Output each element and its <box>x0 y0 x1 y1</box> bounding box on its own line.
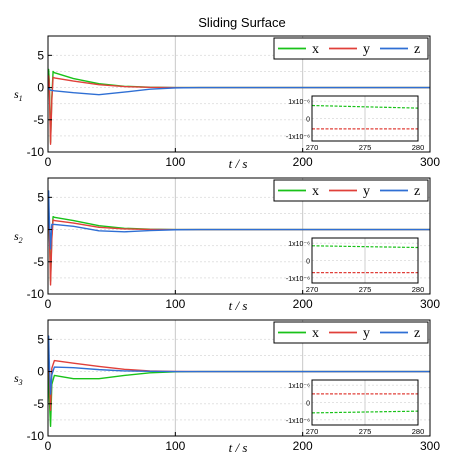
x-tick-label: 200 <box>293 155 313 169</box>
y-tick-label: 5 <box>37 190 44 204</box>
y-tick-label: 0 <box>37 223 44 237</box>
y-tick-label: -10 <box>27 429 45 443</box>
x-axis-label: t / s <box>229 298 248 313</box>
axes-frame <box>47 319 431 437</box>
series-line-z <box>48 86 430 96</box>
y-axis-label-subscript: 1 <box>19 94 23 103</box>
inset-y-tick-label: -1x10⁻⁶ <box>286 418 310 425</box>
y-axis-label-base: s <box>14 229 19 243</box>
y-axis-label-base: s <box>14 87 19 101</box>
series-line-z <box>48 190 430 250</box>
legend: x y z <box>273 179 429 202</box>
x-axis-label: t / s <box>229 156 248 171</box>
inset-y-tick-label: -1x10⁻⁶ <box>286 276 310 283</box>
legend-label-z: z <box>414 326 420 341</box>
x-tick-label: 0 <box>45 297 52 311</box>
figure-title: Sliding Surface <box>198 15 285 30</box>
y-tick-label: -5 <box>33 255 44 269</box>
y-tick-label: 5 <box>37 332 44 346</box>
y-tick-label: -10 <box>27 145 45 159</box>
inset-x-tick-label: 270 <box>306 427 319 436</box>
inset-y-tick-label: 1x10⁻⁶ <box>288 383 310 390</box>
inset-y-tick-label: 0 <box>306 259 310 266</box>
x-tick-label: 200 <box>293 297 313 311</box>
series-group <box>48 68 430 145</box>
x-tick-label: 300 <box>420 297 440 311</box>
inset-x-tick-label: 275 <box>359 427 372 436</box>
inset-zoom: 270 275 280 1x10⁻⁶ 0 -1x10⁻⁶ <box>286 379 425 436</box>
y-tick-label: 0 <box>37 365 44 379</box>
y-axis-label: s1 <box>14 87 23 103</box>
y-tick-label: 5 <box>37 48 44 62</box>
axes-frame <box>47 35 431 153</box>
inset-x-tick-label: 280 <box>412 285 425 294</box>
inset-zoom: 270 275 280 1x10⁻⁶ 0 -1x10⁻⁶ <box>286 237 425 294</box>
inset-series-x <box>311 245 419 249</box>
y-axis-label-subscript: 3 <box>18 378 23 387</box>
inset-x-tick-label: 270 <box>306 143 319 152</box>
chart-panel-3: 0 100 200 300 5 0 -5 -10 t / s s3 x y z 270 275 280 1x10… <box>14 319 440 455</box>
inset-x-tick-label: 275 <box>359 143 372 152</box>
inset-y-tick-label: 1x10⁻⁶ <box>288 241 310 248</box>
inset-series-x <box>311 104 419 109</box>
x-tick-label: 0 <box>45 155 52 169</box>
inset-x-tick-label: 280 <box>412 427 425 436</box>
legend-label-y: y <box>363 42 370 57</box>
y-tick-label: -5 <box>33 113 44 127</box>
y-axis-label: s3 <box>14 371 23 387</box>
inset-x-tick-label: 280 <box>412 143 425 152</box>
inset-y-tick-label: 0 <box>306 117 310 124</box>
inset-y-tick-label: -1x10⁻⁶ <box>286 134 310 141</box>
inset-zoom: 270 275 280 1x10⁻⁶ 0 -1x10⁻⁶ <box>286 95 425 152</box>
chart-panel-2: 0 100 200 300 5 0 -5 -10 t / s s2 x y z 270 275 280 1x10… <box>14 177 440 313</box>
inset-frame <box>311 237 419 284</box>
legend-label-z: z <box>414 42 420 57</box>
legend-label-x: x <box>312 326 319 341</box>
y-axis-label: s2 <box>14 229 23 245</box>
series-line-y <box>48 75 430 145</box>
x-axis-label: t / s <box>229 440 248 455</box>
y-tick-label: -10 <box>27 287 45 301</box>
x-tick-label: 300 <box>420 439 440 453</box>
x-tick-label: 300 <box>420 155 440 169</box>
chart-panel-1: 0 100 200 300 5 0 -5 -10 t / s s1 x y z 270 275 280 1x10… <box>14 35 440 171</box>
legend-label-x: x <box>312 42 319 57</box>
x-tick-label: 200 <box>293 439 313 453</box>
axes-frame <box>47 177 431 295</box>
legend-label-z: z <box>414 184 420 199</box>
legend-label-x: x <box>312 184 319 199</box>
series-group <box>48 190 430 286</box>
x-tick-label: 100 <box>165 439 185 453</box>
legend: x y z <box>273 321 429 344</box>
inset-y-tick-label: 0 <box>306 401 310 408</box>
inset-frame <box>311 95 419 142</box>
inset-frame <box>311 379 419 426</box>
x-tick-label: 100 <box>165 155 185 169</box>
inset-y-tick-label: 1x10⁻⁶ <box>288 99 310 106</box>
y-tick-label: 0 <box>37 81 44 95</box>
inset-x-tick-label: 270 <box>306 285 319 294</box>
y-axis-label-base: s <box>14 371 19 385</box>
x-tick-label: 0 <box>45 439 52 453</box>
inset-series-x <box>311 410 419 414</box>
inset-x-tick-label: 275 <box>359 285 372 294</box>
y-tick-label: -5 <box>33 397 44 411</box>
series-line-z <box>48 335 430 395</box>
y-axis-label-subscript: 2 <box>19 236 23 245</box>
legend-label-y: y <box>363 326 370 341</box>
x-tick-label: 100 <box>165 297 185 311</box>
legend: x y z <box>273 37 429 60</box>
legend-label-y: y <box>363 184 370 199</box>
